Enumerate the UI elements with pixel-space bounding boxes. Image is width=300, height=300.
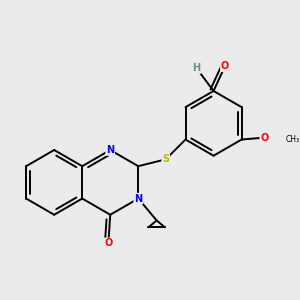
Text: O: O <box>104 238 112 248</box>
Text: N: N <box>134 194 142 204</box>
Text: CH₃: CH₃ <box>285 135 299 144</box>
Text: O: O <box>221 61 229 71</box>
Text: S: S <box>162 154 169 164</box>
Text: O: O <box>260 133 268 142</box>
Text: N: N <box>106 145 114 155</box>
Text: H: H <box>192 63 200 73</box>
